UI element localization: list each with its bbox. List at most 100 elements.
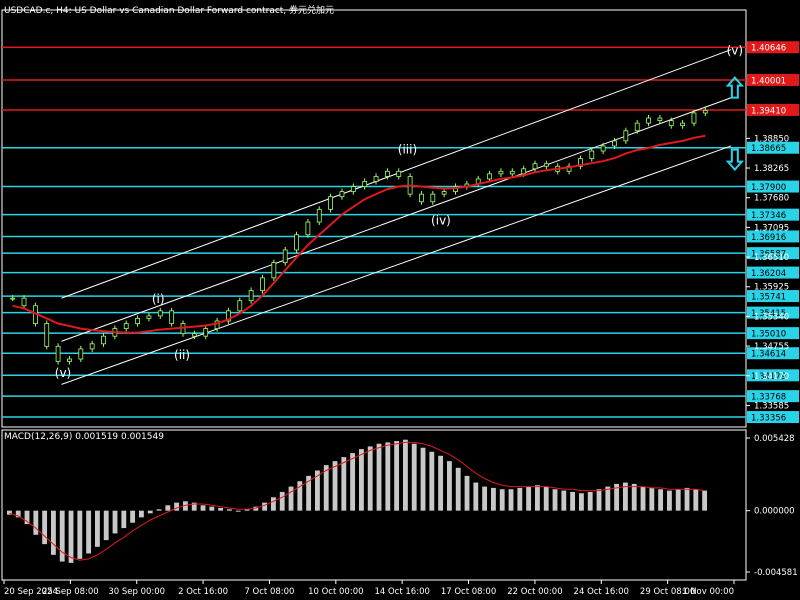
macd-histogram-bar bbox=[147, 510, 153, 514]
macd-y-tick-label: -0.004581 bbox=[754, 568, 798, 578]
x-tick-label: 2 Oct 16:00 bbox=[178, 587, 228, 597]
macd-histogram-bar bbox=[235, 510, 241, 512]
price-candle-body bbox=[44, 323, 50, 347]
macd-histogram-bar bbox=[359, 449, 364, 511]
price-candle-body bbox=[10, 297, 16, 300]
x-tick-label: 30 Sep 00:00 bbox=[108, 587, 165, 597]
support-price-label: 1.37900 bbox=[751, 183, 786, 193]
macd-histogram-bar bbox=[51, 510, 56, 555]
macd-histogram-bar bbox=[526, 486, 532, 511]
price-candle-body bbox=[521, 168, 527, 175]
support-price-label: 1.34614 bbox=[751, 350, 786, 360]
price-candle-body bbox=[589, 150, 595, 160]
macd-histogram-bar bbox=[77, 510, 83, 559]
macd-histogram-bar bbox=[605, 486, 611, 511]
price-candle-body bbox=[226, 310, 231, 322]
macd-histogram-bar bbox=[244, 509, 250, 511]
macd-histogram-bar bbox=[200, 505, 206, 511]
macd-pane-frame bbox=[1, 429, 747, 581]
macd-histogram-bar bbox=[156, 509, 162, 511]
macd-histogram-bar bbox=[667, 490, 672, 511]
macd-histogram-bar bbox=[68, 510, 74, 563]
macd-histogram-bar bbox=[332, 461, 338, 511]
macd-signal-line bbox=[9, 441, 705, 561]
price-candle-body bbox=[328, 196, 334, 210]
macd-histogram-bar bbox=[367, 446, 373, 511]
macd-histogram-bar bbox=[385, 442, 391, 511]
price-pane[interactable]: 1.38665 1.37900 1.37346 1.36916 1.36587 1.362… bbox=[1, 9, 799, 428]
wave-label: (i) bbox=[152, 292, 165, 306]
support-price-label: 1.37346 bbox=[751, 211, 786, 221]
macd-histogram-bar bbox=[508, 489, 514, 511]
macd-histogram-bar bbox=[112, 510, 118, 534]
support-price-tag bbox=[747, 247, 799, 260]
price-candle-body bbox=[157, 310, 163, 317]
price-candle-body bbox=[350, 186, 356, 193]
macd-histogram-bar bbox=[552, 489, 558, 511]
price-candle-body bbox=[600, 145, 606, 152]
price-candle-body bbox=[169, 310, 175, 324]
macd-histogram-bar bbox=[165, 505, 171, 511]
support-price-tag bbox=[747, 306, 799, 319]
price-candle-body bbox=[384, 170, 390, 177]
support-price-tag bbox=[747, 327, 799, 340]
arrow-down-shape bbox=[725, 148, 745, 172]
x-tick-label: 10 Oct 00:00 bbox=[308, 587, 363, 597]
y-tick-label: 1.33585 bbox=[754, 401, 789, 411]
macd-pane[interactable]: 0.005428 0.000000 -0.004581 bbox=[1, 429, 798, 581]
x-tick-label: 25 Sep 08:00 bbox=[42, 587, 99, 597]
arrow-up-shape bbox=[725, 76, 745, 99]
price-candle-body bbox=[430, 193, 436, 203]
chart-title: USDCAD.c, H4: US Dollar vs Canadian Doll… bbox=[4, 6, 335, 16]
macd-histogram-bar bbox=[517, 487, 523, 511]
price-candle-body bbox=[260, 277, 265, 291]
price-candle-body bbox=[191, 333, 197, 337]
price-candle-body bbox=[67, 358, 72, 362]
macd-histogram-bar bbox=[130, 510, 136, 523]
support-price-label: 1.35741 bbox=[751, 293, 786, 303]
price-candle-body bbox=[623, 130, 629, 142]
price-candle-body bbox=[634, 122, 640, 132]
price-candle-body bbox=[237, 300, 243, 312]
support-price-tag bbox=[747, 230, 799, 243]
price-candle-body bbox=[578, 158, 583, 167]
y-tick-label: 1.35340 bbox=[754, 312, 789, 322]
support-price-tag bbox=[747, 141, 799, 154]
x-tick-label: 14 Oct 16:00 bbox=[374, 587, 429, 597]
support-price-tag bbox=[747, 347, 799, 360]
macd-histogram-bar bbox=[579, 493, 584, 511]
macd-histogram-bar bbox=[24, 510, 30, 525]
macd-histogram-bar bbox=[271, 497, 276, 511]
macd-histogram-bar bbox=[394, 441, 400, 511]
macd-histogram-bar bbox=[693, 489, 699, 511]
macd-y-tick-label: 0.005428 bbox=[754, 434, 795, 444]
channel-upper-line bbox=[61, 49, 732, 299]
support-price-label: 1.36587 bbox=[751, 250, 786, 260]
macd-title: MACD(12,26,9) 0.001519 0.001549 bbox=[4, 432, 164, 442]
price-pane-frame bbox=[1, 9, 747, 428]
macd-histogram-bar bbox=[42, 510, 48, 545]
support-price-label: 1.35415 bbox=[751, 309, 786, 319]
x-tick-label: 22 Oct 00:00 bbox=[507, 587, 562, 597]
arrow-up-icon bbox=[725, 76, 745, 99]
x-tick-label: 29 Oct 08:00 bbox=[640, 587, 695, 597]
support-price-label: 1.33768 bbox=[751, 393, 786, 403]
macd-histogram-bar bbox=[473, 482, 479, 511]
price-candle-body bbox=[646, 117, 651, 124]
price-candle-body bbox=[657, 117, 663, 121]
macd-histogram-bar bbox=[658, 489, 664, 511]
resistance-price-tag bbox=[747, 41, 799, 54]
macd-histogram-bar bbox=[253, 506, 259, 511]
macd-histogram-bar bbox=[429, 451, 435, 511]
y-tick-label: 1.38850 bbox=[754, 134, 789, 144]
support-price-label: 1.33356 bbox=[751, 414, 786, 424]
macd-histogram-bar bbox=[614, 483, 620, 511]
support-price-tag bbox=[747, 390, 799, 403]
macd-histogram-bar bbox=[649, 487, 655, 511]
macd-histogram-bar bbox=[570, 491, 576, 511]
price-candle-body bbox=[498, 170, 504, 175]
price-candle-body bbox=[487, 173, 492, 180]
resistance-price-tag bbox=[747, 73, 799, 86]
macd-histogram-bar bbox=[86, 510, 92, 554]
